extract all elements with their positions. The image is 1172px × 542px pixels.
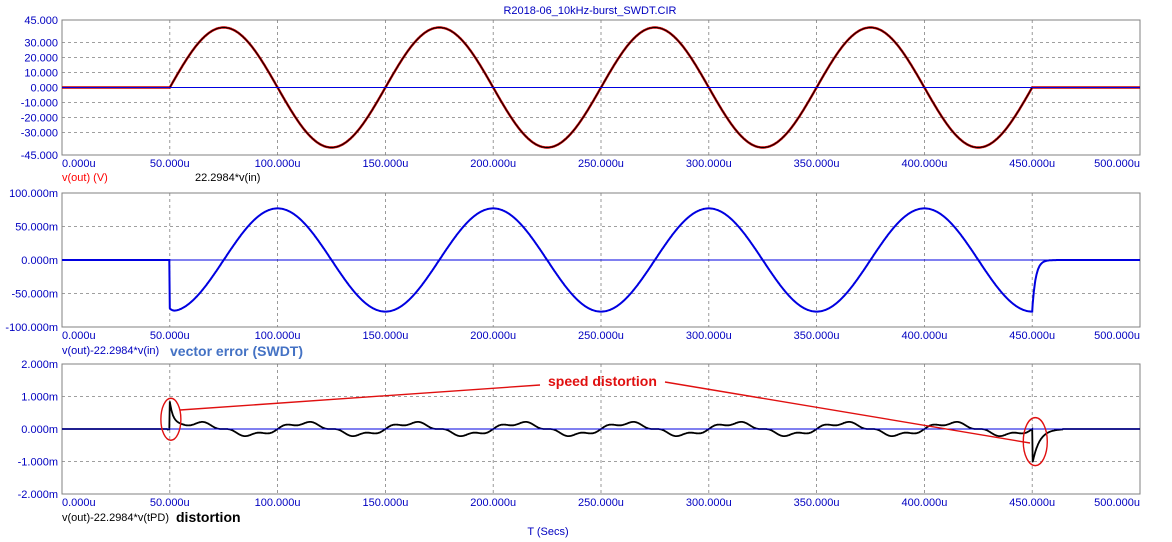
- x-tick-label: 250.000u: [578, 497, 624, 509]
- x-tick-label: 150.000u: [362, 330, 408, 342]
- y-tick-label: -45.000: [21, 150, 58, 162]
- y-tick-label: -20.000: [21, 113, 58, 125]
- x-tick-label: 500.000u: [1094, 158, 1140, 170]
- y-tick-label: 100.000m: [9, 188, 58, 200]
- x-tick-label: 50.000u: [150, 497, 190, 509]
- x-tick-label: 450.000u: [1009, 330, 1055, 342]
- x-tick-label: 250.000u: [578, 158, 624, 170]
- y-tick-label: 30.000: [24, 38, 58, 50]
- y-tick-label: 1.000m: [21, 392, 58, 404]
- x-tick-label: 0.000u: [62, 158, 96, 170]
- y-tick-label: -1.000m: [18, 457, 58, 469]
- x-tick-label: 450.000u: [1009, 158, 1055, 170]
- callout-line-end: [664, 381, 1031, 444]
- panel-distortion: 0.000u 50.000u 100.000u 150.000u 200.000u 250…: [18, 359, 1141, 509]
- annotation-speed-distortion: speed distortion: [548, 373, 657, 389]
- x-tick-label: 300.000u: [686, 497, 732, 509]
- x-tick-label: 300.000u: [686, 158, 732, 170]
- x-tick-label: 400.000u: [901, 497, 947, 509]
- x-tick-label: 100.000u: [255, 158, 301, 170]
- x-axis-label: T (Secs): [527, 526, 568, 538]
- annotation-distortion: distortion: [176, 509, 241, 525]
- x-tick-label: 350.000u: [794, 330, 840, 342]
- x-tick-label: 200.000u: [470, 497, 516, 509]
- callout-ellipse-end: [1022, 416, 1048, 467]
- x-tick-label: 250.000u: [578, 330, 624, 342]
- x-tick-label: 400.000u: [901, 330, 947, 342]
- x-tick-label: 50.000u: [150, 330, 190, 342]
- y-tick-label: 2.000m: [21, 359, 58, 371]
- panel-vout: 0.000u 50.000u 100.000u 150.000u 200.000u 250…: [21, 15, 1141, 170]
- x-tick-label: 100.000u: [255, 497, 301, 509]
- y-tick-label: 45.000: [24, 15, 58, 27]
- x-tick-label: 400.000u: [901, 158, 947, 170]
- series-trace: [62, 207, 1140, 313]
- x-tick-label: 200.000u: [470, 330, 516, 342]
- y-tick-label: -50.000m: [12, 289, 58, 301]
- legend-scaled-vin: 22.2984*v(in): [195, 172, 260, 184]
- x-tick-label: 0.000u: [62, 497, 96, 509]
- x-tick-label: 350.000u: [794, 158, 840, 170]
- x-tick-label: 500.000u: [1094, 330, 1140, 342]
- panel-vector-error: 0.000u 50.000u 100.000u 150.000u 200.000u 250…: [5, 188, 1141, 342]
- x-tick-label: 200.000u: [470, 158, 516, 170]
- x-tick-label: 350.000u: [794, 497, 840, 509]
- y-tick-label: -10.000: [21, 98, 58, 110]
- x-tick-label: 50.000u: [150, 158, 190, 170]
- y-tick-label: -2.000m: [18, 489, 58, 501]
- x-tick-label: 500.000u: [1094, 497, 1140, 509]
- y-tick-label: 0.000m: [21, 255, 58, 267]
- legend-distortion: v(out)-22.2984*v(tPD): [62, 512, 169, 524]
- x-tick-label: 100.000u: [255, 330, 301, 342]
- x-tick-label: 300.000u: [686, 330, 732, 342]
- legend-vout: v(out) (V): [62, 172, 108, 184]
- legend-vector-error: v(out)-22.2984*v(in): [62, 345, 159, 357]
- x-tick-label: 450.000u: [1009, 497, 1055, 509]
- y-tick-label: 0.000: [30, 83, 58, 95]
- chart-title: R2018-06_10kHz-burst_SWDT.CIR: [503, 5, 676, 17]
- y-tick-label: 20.000: [24, 53, 58, 65]
- callout-line-start: [179, 384, 541, 411]
- y-tick-label: 50.000m: [15, 222, 58, 234]
- y-tick-label: 10.000: [24, 68, 58, 80]
- x-tick-label: 150.000u: [362, 497, 408, 509]
- y-tick-label: -100.000m: [5, 322, 58, 334]
- y-tick-label: 0.000m: [21, 424, 58, 436]
- callout-ellipse-start: [160, 397, 182, 441]
- x-tick-label: 150.000u: [362, 158, 408, 170]
- x-tick-label: 0.000u: [62, 330, 96, 342]
- y-tick-label: -30.000: [21, 128, 58, 140]
- annotation-vector-error: vector error (SWDT): [170, 343, 303, 359]
